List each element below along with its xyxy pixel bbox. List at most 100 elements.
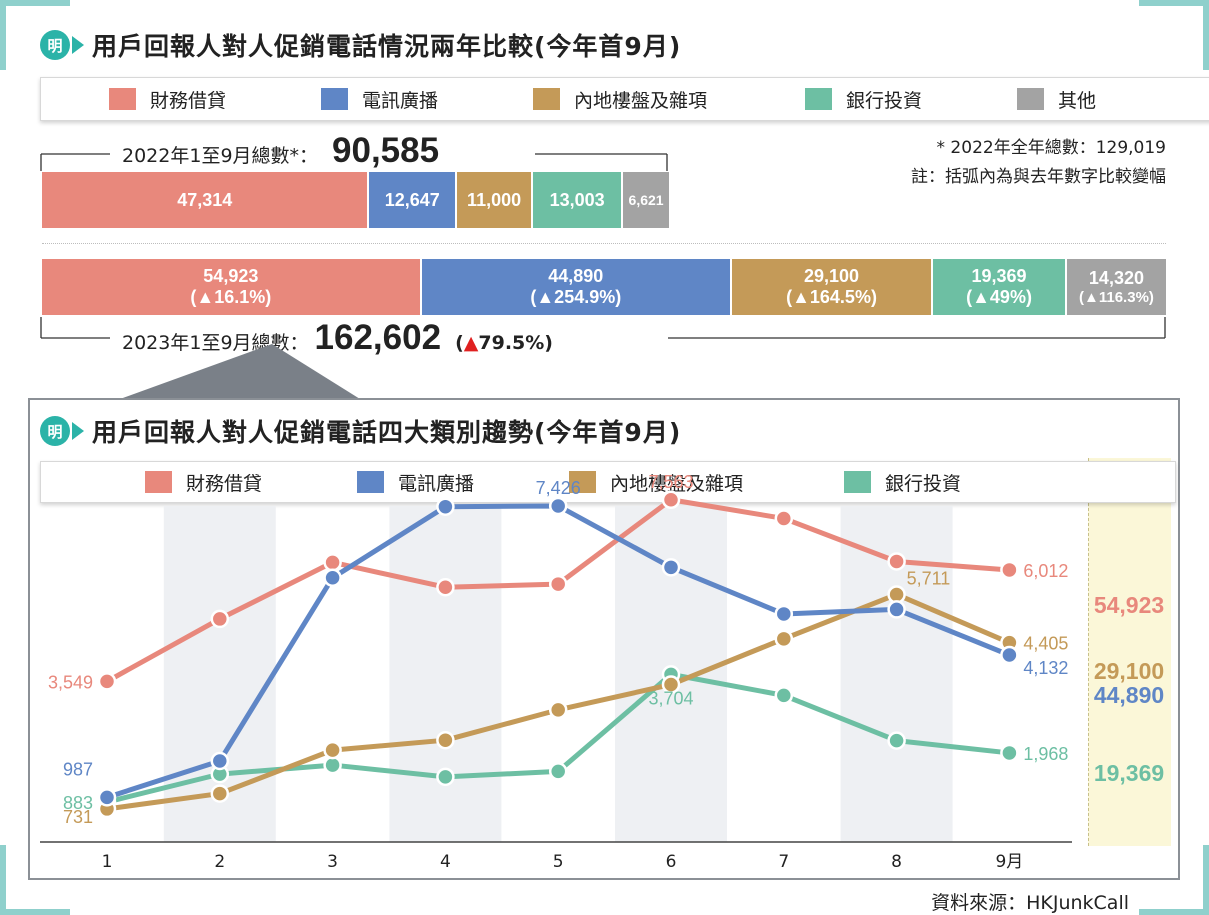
bar-segment-mainland: 29,100 (▲164.5%) — [731, 259, 934, 315]
note-2022-total: * 2022年全年總數：129,019 — [936, 138, 1166, 158]
legend-item-other: 其他 — [1017, 86, 1167, 113]
bar-segment-mainland: 11,000 — [457, 172, 534, 228]
legend-item-telecom: 電訊廣播 — [321, 86, 533, 113]
data-point-telecom — [1000, 645, 1019, 665]
data-point-telecom — [210, 751, 230, 771]
data-label-finance: 6,012 — [1023, 561, 1068, 581]
data-point-finance — [97, 672, 117, 691]
bar-segment-finance: 47,314 — [42, 172, 370, 228]
legend-swatch-finance — [145, 471, 172, 493]
legend-label-finance: 財務借貸 — [150, 89, 227, 112]
frame-corner-top-right — [1139, 0, 1209, 70]
data-point-telecom — [97, 788, 117, 807]
data-point-mainland — [548, 700, 568, 720]
month-band-4 — [389, 506, 502, 842]
data-label-bank: 883 — [63, 793, 93, 813]
total-2022-line: 2022年1至9月總數*： 90,585 — [122, 131, 439, 171]
data-label-bank: 1,968 — [1023, 744, 1068, 764]
legend-item-finance: 財務借貸 — [109, 86, 321, 113]
total-value-telecom: 44,890 — [1094, 682, 1164, 708]
connector-triangle — [120, 344, 360, 399]
bar-segment-other: 14,320 (▲116.3%) — [1066, 259, 1166, 315]
data-point-finance — [210, 609, 230, 629]
title-2: 用戶回報人對人促銷電話四大類別趨勢(今年首9月) — [92, 418, 682, 447]
x-tick-label: 6 — [666, 852, 677, 872]
data-point-telecom — [436, 497, 455, 516]
data-point-telecom — [548, 496, 568, 516]
x-tick-label: 2 — [214, 852, 225, 872]
bar-segment-other: 6,621 — [623, 172, 669, 228]
legend-swatch-telecom — [357, 471, 384, 493]
legend-item-finance: 財務借貸 — [145, 469, 357, 496]
bar-segment-finance: 54,923 (▲16.1%) — [42, 259, 422, 315]
x-tick-label: 9月 — [995, 852, 1023, 872]
data-point-mainland — [887, 585, 906, 604]
x-tick-label: 3 — [327, 852, 338, 872]
legend-swatch-mainland — [569, 471, 596, 493]
data-label-telecom: 7,426 — [536, 478, 581, 498]
total-2023-change: (▲79.5%) — [455, 332, 553, 354]
ming-logo-icon: 明 — [40, 28, 84, 62]
totals-column — [1088, 458, 1171, 846]
data-point-mainland — [774, 629, 794, 649]
ming-logo-icon-2: 明 — [40, 414, 84, 448]
total-value-finance: 54,923 — [1094, 592, 1164, 618]
bar-segment-bank: 19,369 (▲49%) — [933, 259, 1067, 315]
data-point-telecom — [887, 600, 906, 619]
total-value-bank: 19,369 — [1094, 760, 1164, 786]
legend-item-bank: 銀行投資 — [844, 469, 1044, 496]
legend-label-bank: 銀行投資 — [846, 89, 923, 112]
legend-item-mainland: 內地樓盤及雜項 — [533, 86, 805, 113]
bracket-2023 — [40, 317, 1166, 339]
divider — [42, 243, 1166, 244]
legend-label-telecom: 電訊廣播 — [362, 89, 439, 112]
data-point-mainland — [661, 675, 681, 694]
data-label-telecom: 987 — [63, 759, 93, 779]
legend-item-telecom: 電訊廣播 — [357, 469, 569, 496]
data-label-finance: 3,549 — [48, 672, 93, 692]
data-label-telecom: 4,132 — [1023, 658, 1068, 678]
total-value-mainland: 29,100 — [1094, 658, 1164, 684]
legend-swatch-bank — [844, 471, 871, 493]
frame-corner-top-left — [0, 0, 70, 70]
data-label-mainland: 5,711 — [907, 568, 951, 588]
x-tick-label: 7 — [778, 852, 789, 872]
data-point-finance — [887, 552, 906, 571]
data-point-finance — [661, 490, 681, 510]
legend-label-mainland: 內地樓盤及雜項 — [574, 89, 708, 112]
stacked-bar-2022: 47,314 12,647 11,000 13,003 6,621 — [42, 172, 669, 228]
frame-corner-bottom-left — [0, 845, 70, 915]
x-tick-label: 5 — [553, 852, 564, 872]
data-label-mainland: 4,405 — [1023, 634, 1068, 654]
data-point-bank — [323, 755, 342, 775]
data-point-bank — [887, 731, 906, 750]
legend-label-other: 其他 — [1058, 89, 1097, 112]
stacked-bar-2023: 54,923 (▲16.1%) 44,890 (▲254.9%) 29,100 (▲164… — [42, 259, 1166, 315]
legend-label-telecom: 電訊廣播 — [398, 472, 475, 495]
source-note: 資料來源：HKJunkCall — [931, 892, 1129, 914]
title-2-row: 明 用戶回報人對人促銷電話四大類別趨勢(今年首9月) — [40, 413, 681, 449]
total-2022-label: 2022年1至9月總數*： — [122, 145, 319, 167]
total-2023-value: 162,602 — [314, 318, 442, 357]
data-point-bank — [436, 767, 455, 787]
title-1-row: 明 用戶回報人對人促銷電話情況兩年比較(今年首9月) — [40, 27, 681, 63]
legend-item-bank: 銀行投資 — [805, 86, 1017, 113]
data-point-bank — [774, 686, 794, 705]
title-1: 用戶回報人對人促銷電話情況兩年比較(今年首9月) — [92, 32, 682, 61]
data-point-telecom — [661, 558, 681, 577]
data-point-mainland — [323, 740, 342, 760]
legend-swatch-finance — [109, 88, 136, 110]
bar-segment-telecom: 44,890 (▲254.9%) — [421, 259, 732, 315]
legend-label-finance: 財務借貸 — [186, 472, 263, 495]
legend-label-mainland: 內地樓盤及雜項 — [610, 472, 744, 495]
data-label-finance: 7,563 — [648, 472, 693, 492]
note-change: 註：括弧內為與去年數字比較變幅 — [911, 167, 1166, 187]
bracket-2022 — [40, 153, 668, 171]
data-point-finance — [323, 553, 342, 572]
data-point-finance — [1000, 560, 1019, 580]
data-point-telecom — [323, 568, 342, 587]
legend-swatch-mainland — [533, 88, 560, 110]
data-point-finance — [548, 574, 568, 594]
legend-label-bank: 銀行投資 — [885, 472, 962, 495]
